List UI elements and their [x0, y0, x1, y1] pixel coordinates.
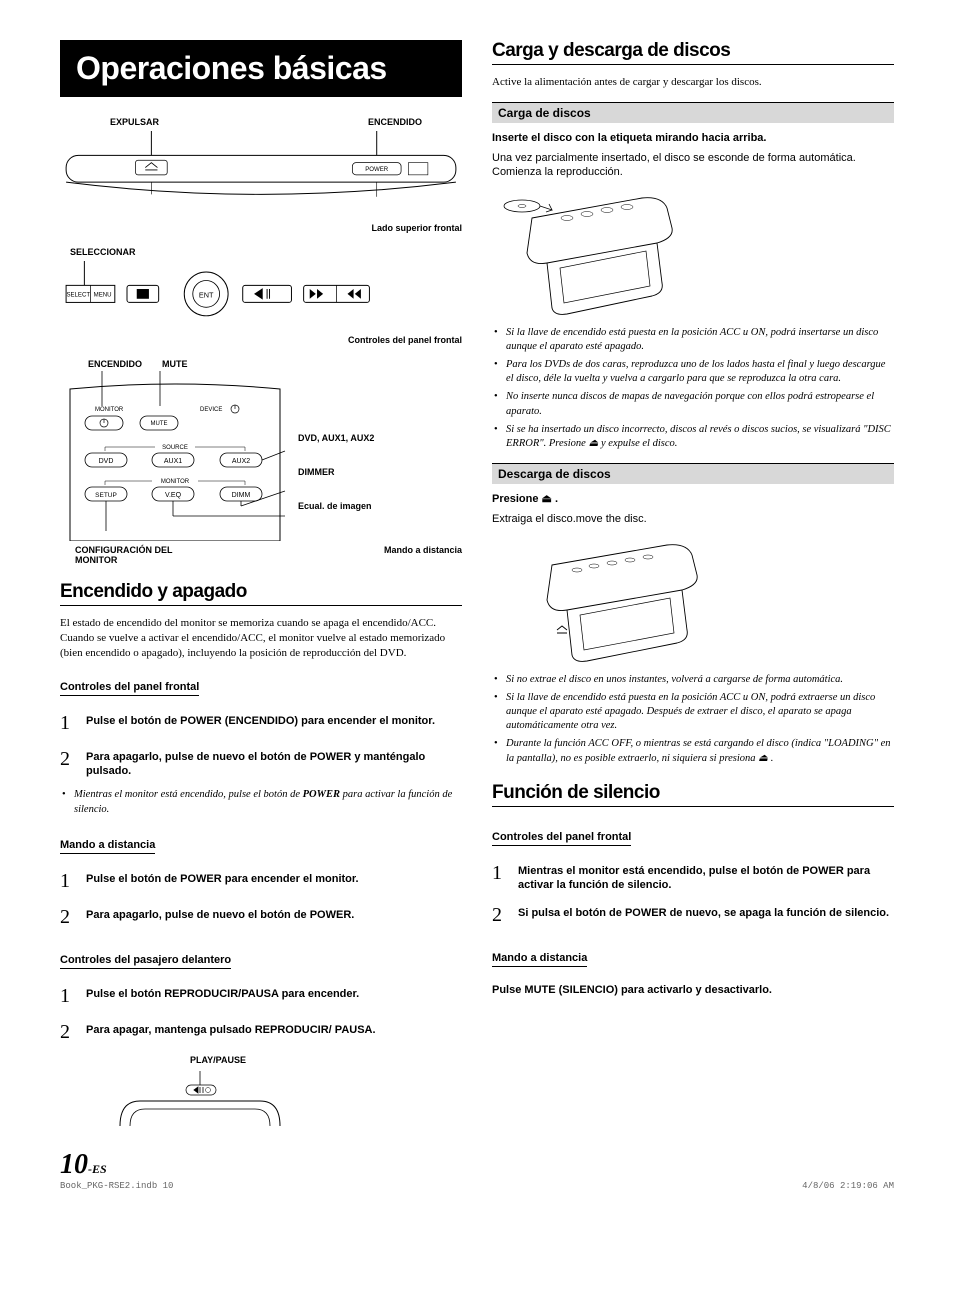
svg-text:AUX1: AUX1 [164, 458, 182, 465]
svg-text:MONITOR: MONITOR [95, 407, 124, 413]
label-dimmer: DIMMER [298, 467, 374, 477]
caption-remote: Mando a distancia [384, 545, 462, 565]
text-extraiga: Extraiga el disco.move the disc. [492, 512, 894, 526]
rule [60, 605, 462, 606]
diagram-front-controls: SELECCIONAR SELECT MENU ENT Controles d [60, 247, 462, 345]
note-power-mute: Mientras el monitor está encendido, puls… [60, 788, 462, 816]
sub-pasajero: Controles del pasajero delantero [60, 954, 231, 969]
caption-front-controls: Controles del panel frontal [60, 335, 462, 345]
playpause-diagram [100, 1071, 300, 1126]
steps-silencio-panel: 1Mientras el monitor está encendido, pul… [492, 860, 894, 929]
diagram-top-panel: EXPULSAR ENCENDIDO POWER Lado superior f… [60, 117, 462, 233]
label-mute: MUTE [162, 359, 188, 369]
intro-carga: Active la alimentación antes de cargar y… [492, 75, 894, 90]
text-insert: Una vez parcialmente insertado, el disco… [492, 151, 894, 180]
sub-silencio-remote: Mando a distancia [492, 952, 587, 967]
label-seleccionar: SELECCIONAR [70, 247, 462, 257]
svg-text:MENU: MENU [94, 292, 112, 299]
footer-date: 4/8/06 2:19:06 AM [802, 1181, 894, 1191]
heading-encendido: Encendido y apagado [60, 581, 462, 603]
rule [492, 806, 894, 807]
label-encendido: ENCENDIDO [368, 117, 422, 127]
footer-file: Book_PKG-RSE2.indb 10 [60, 1181, 173, 1191]
page-number: 10-ES [60, 1149, 462, 1181]
line-mute-remote: Pulse MUTE (SILENCIO) para activarlo y d… [492, 983, 894, 997]
diagram-remote: ENCENDIDO MUTE MONITOR DEVICE MUTE [60, 359, 462, 565]
bar-carga: Carga de discos [492, 102, 894, 123]
steps-panel: 1Pulse el botón de POWER (ENCENDIDO) par… [60, 710, 462, 779]
label-encendido-remote: ENCENDIDO [88, 359, 142, 369]
svg-text:SOURCE: SOURCE [162, 445, 188, 451]
svg-text:POWER: POWER [365, 166, 389, 173]
page-title: Operaciones básicas [60, 40, 462, 97]
sub-silencio-panel: Controles del panel frontal [492, 831, 631, 846]
sub-controles-panel: Controles del panel frontal [60, 681, 199, 696]
svg-text:DIMM: DIMM [232, 492, 251, 499]
intro-encendido: El estado de encendido del monitor se me… [60, 616, 462, 661]
bold-insert: Inserte el disco con la etiqueta mirando… [492, 132, 766, 144]
remote-svg: MONITOR DEVICE MUTE SOURCE DVD [60, 371, 290, 541]
label-ecual: Ecual. de imagen [298, 501, 374, 511]
steps-passenger: 1Pulse el botón REPRODUCIR/PAUSA para en… [60, 983, 462, 1045]
illustration-disc-insert [492, 188, 692, 318]
bullets-carga: Si la llave de encendido está puesta en … [492, 326, 894, 451]
svg-text:MONITOR: MONITOR [161, 479, 190, 485]
svg-text:DEVICE: DEVICE [200, 407, 222, 413]
front-controls-svg: SELECT MENU ENT [60, 261, 462, 328]
heading-silencio: Función de silencio [492, 782, 894, 804]
heading-carga: Carga y descarga de discos [492, 40, 894, 62]
illustration-disc-eject [522, 535, 722, 665]
left-column: Operaciones básicas EXPULSAR ENCENDIDO P… [60, 40, 462, 1181]
caption-top-panel: Lado superior frontal [60, 223, 462, 233]
svg-text:DVD: DVD [99, 458, 114, 465]
label-expulsar: EXPULSAR [110, 117, 159, 127]
rule [492, 64, 894, 65]
svg-text:AUX2: AUX2 [232, 458, 250, 465]
sub-mando: Mando a distancia [60, 839, 155, 854]
svg-text:V.EQ: V.EQ [165, 492, 182, 499]
bullets-descarga: Si no extrae el disco en unos instantes,… [492, 673, 894, 766]
top-panel-svg: POWER [60, 131, 462, 216]
svg-text:MUTE: MUTE [151, 421, 168, 427]
label-config-monitor: CONFIGURACIÓN DEL MONITOR [75, 545, 185, 565]
bar-descarga: Descarga de discos [492, 463, 894, 484]
svg-text:ENT: ENT [199, 291, 214, 300]
steps-remote: 1Pulse el botón de POWER para encender e… [60, 868, 462, 930]
svg-text:SETUP: SETUP [95, 492, 117, 499]
label-dvd-aux: DVD, AUX1, AUX2 [298, 433, 374, 443]
svg-text:SELECT: SELECT [66, 292, 90, 299]
right-column: Carga y descarga de discos Active la ali… [492, 40, 894, 1181]
caption-playpause: PLAY/PAUSE [120, 1055, 462, 1065]
bold-presione: Presione ⏏ . [492, 493, 558, 505]
footer: Book_PKG-RSE2.indb 10 4/8/06 2:19:06 AM [60, 1181, 894, 1191]
